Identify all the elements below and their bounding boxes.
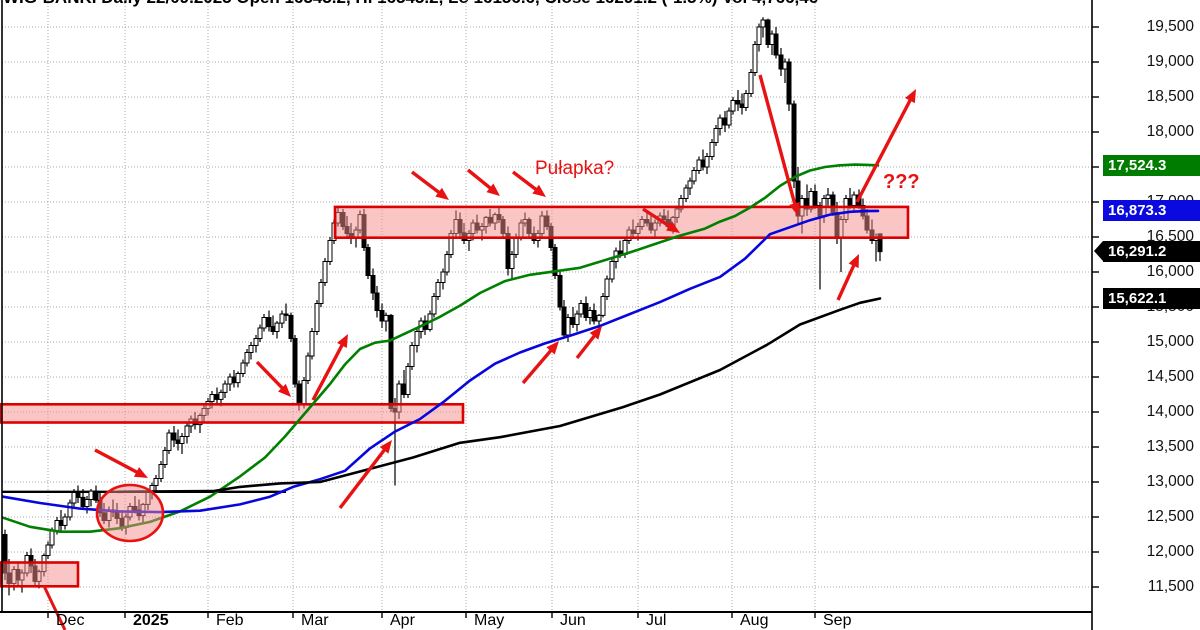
price-axis-label: 19,000 — [1146, 53, 1194, 70]
price-axis-label: 14,000 — [1146, 403, 1194, 420]
date-axis-label-2025: 2025 — [133, 612, 169, 629]
question-marks-label: ??? — [883, 171, 920, 193]
red-trend-line — [42, 585, 67, 630]
annotation-arrowhead — [486, 183, 500, 196]
annotation-arrow — [642, 207, 673, 229]
annotation-arrow — [338, 446, 388, 510]
last-price-badge: 16,291.2 — [1094, 241, 1200, 263]
consolidation-circle — [95, 483, 165, 543]
black-moving-average-200d — [116, 297, 882, 494]
support-zone-14000 — [0, 402, 465, 424]
date-axis-label-jul: Jul — [646, 612, 667, 629]
annotation-arrowhead — [789, 202, 800, 216]
price-axis-label: 11,500 — [1147, 578, 1194, 595]
annotation-arrow — [836, 262, 857, 301]
plot-border — [0, 0, 1099, 630]
annotation-arrowhead — [848, 254, 859, 269]
annotation-arrow — [855, 97, 913, 203]
annotation-arrowhead — [337, 334, 348, 349]
date-axis-label-sep: Sep — [823, 612, 852, 629]
price-axis-label: 15,000 — [1146, 333, 1194, 350]
annotation-zones — [0, 205, 910, 588]
annotation-arrowhead — [277, 383, 291, 397]
date-axis-label-apr: Apr — [390, 612, 415, 629]
annotation-arrows — [94, 74, 916, 510]
annotation-arrow — [466, 168, 494, 192]
blue-ma-value-badge: 16,873.3 — [1103, 200, 1200, 222]
annotation-arrow — [311, 342, 345, 401]
green-ma-value-badge: 17,524.3 — [1103, 154, 1200, 176]
annotation-arrowhead — [589, 326, 602, 340]
gridlines — [2, 0, 1092, 612]
date-axis-label-aug: Aug — [740, 612, 769, 629]
annotation-arrow — [511, 170, 540, 193]
annotation-arrow — [255, 360, 286, 392]
date-axis-label-jun: Jun — [560, 612, 586, 629]
annotation-arrowhead — [379, 440, 392, 454]
annotation-arrowhead — [666, 221, 680, 233]
annotation-arrow — [410, 170, 443, 196]
price-axis-label: 12,000 — [1146, 543, 1194, 560]
date-axis-label-feb: Feb — [216, 612, 244, 629]
date-axis-label-mar: Mar — [301, 612, 329, 629]
price-axis-label: 19,500 — [1146, 18, 1194, 35]
annotation-arrowhead — [435, 187, 449, 200]
price-axis-label: 13,500 — [1146, 438, 1194, 455]
date-axis-label-dec: Dec — [56, 612, 85, 629]
price-axis-label: 16,500 — [1146, 228, 1194, 245]
pulapka-label: Pułapka? — [535, 158, 614, 179]
price-axis-label: 18,000 — [1146, 123, 1194, 140]
annotation-arrow — [94, 448, 140, 475]
resistance-zone — [333, 205, 910, 239]
price-axis-label: 18,500 — [1146, 88, 1194, 105]
blue-moving-average — [1, 209, 880, 514]
black-ma-value-badge: 15,622.1 — [1103, 287, 1200, 309]
annotation-arrowhead — [133, 467, 148, 478]
price-axis-label: 13,000 — [1146, 473, 1194, 490]
annotation-arrow — [575, 332, 598, 360]
date-axis-label-may: May — [474, 612, 505, 629]
annotation-arrowhead — [905, 89, 916, 104]
chart-title: WIG-BANKI Daily 22/09.2025 Open 16545.2,… — [3, 0, 818, 8]
annotation-arrowhead — [532, 184, 546, 197]
support-zone-low — [0, 561, 80, 588]
price-axis-label: 16,000 — [1146, 263, 1194, 280]
price-axis-label: 14,500 — [1146, 368, 1194, 385]
green-moving-average — [1, 163, 880, 534]
price-axis-label: 12,500 — [1146, 508, 1194, 525]
annotation-arrow — [521, 347, 554, 385]
annotation-arrowhead — [546, 341, 559, 355]
annotation-arrow — [758, 74, 798, 207]
